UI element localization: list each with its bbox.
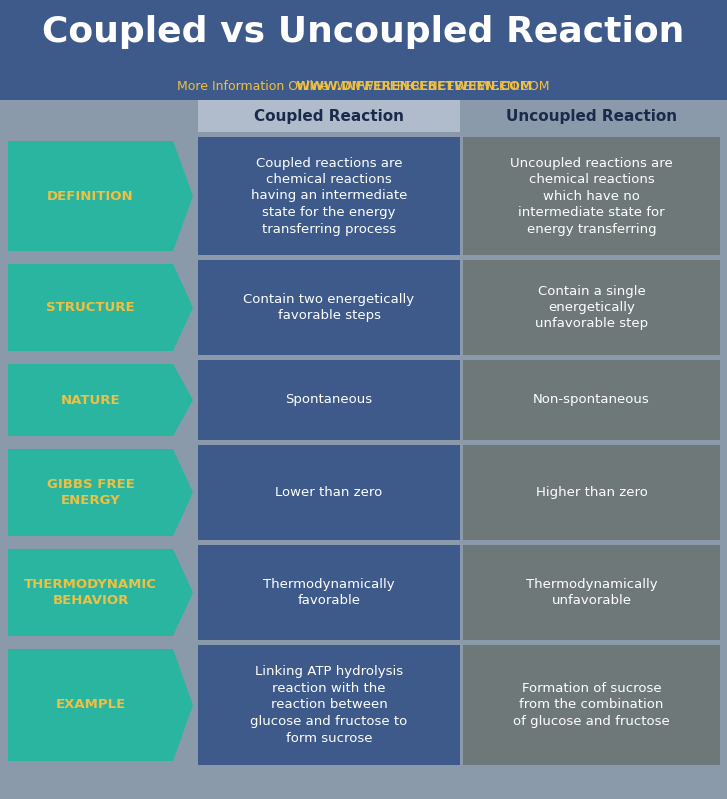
Text: Uncoupled Reaction: Uncoupled Reaction bbox=[506, 109, 677, 124]
Text: THERMODYNAMIC
BEHAVIOR: THERMODYNAMIC BEHAVIOR bbox=[24, 578, 157, 607]
Text: WWW.DIFFERENCEBETWEEN.COM: WWW.DIFFERENCEBETWEEN.COM bbox=[201, 79, 533, 93]
Text: Uncoupled reactions are
chemical reactions
which have no
intermediate state for
: Uncoupled reactions are chemical reactio… bbox=[510, 157, 673, 236]
Text: Contain a single
energetically
unfavorable step: Contain a single energetically unfavorab… bbox=[535, 284, 648, 331]
Text: Linking ATP hydrolysis
reaction with the
reaction between
glucose and fructose t: Linking ATP hydrolysis reaction with the… bbox=[250, 666, 408, 745]
Polygon shape bbox=[8, 364, 193, 436]
FancyBboxPatch shape bbox=[463, 545, 720, 640]
Text: Thermodynamically
favorable: Thermodynamically favorable bbox=[263, 578, 395, 607]
Text: GIBBS FREE
ENERGY: GIBBS FREE ENERGY bbox=[47, 478, 134, 507]
Text: Formation of sucrose
from the combination
of glucose and fructose: Formation of sucrose from the combinatio… bbox=[513, 682, 670, 728]
Text: EXAMPLE: EXAMPLE bbox=[55, 698, 126, 711]
Text: STRUCTURE: STRUCTURE bbox=[47, 301, 134, 314]
FancyBboxPatch shape bbox=[463, 100, 720, 132]
Text: NATURE: NATURE bbox=[60, 393, 120, 407]
Text: Coupled Reaction: Coupled Reaction bbox=[254, 109, 404, 124]
FancyBboxPatch shape bbox=[463, 645, 720, 765]
Text: Coupled vs Uncoupled Reaction: Coupled vs Uncoupled Reaction bbox=[42, 15, 685, 50]
FancyBboxPatch shape bbox=[198, 445, 460, 540]
Text: Coupled reactions are
chemical reactions
having an intermediate
state for the en: Coupled reactions are chemical reactions… bbox=[251, 157, 407, 236]
FancyBboxPatch shape bbox=[198, 137, 460, 255]
FancyBboxPatch shape bbox=[0, 0, 727, 72]
Polygon shape bbox=[8, 649, 193, 761]
FancyBboxPatch shape bbox=[198, 100, 460, 132]
Text: DEFINITION: DEFINITION bbox=[47, 189, 134, 202]
FancyBboxPatch shape bbox=[463, 260, 720, 355]
Polygon shape bbox=[8, 449, 193, 536]
Polygon shape bbox=[8, 141, 193, 251]
FancyBboxPatch shape bbox=[463, 445, 720, 540]
Text: Contain two energetically
favorable steps: Contain two energetically favorable step… bbox=[244, 292, 414, 322]
Text: Non-spontaneous: Non-spontaneous bbox=[533, 393, 650, 407]
FancyBboxPatch shape bbox=[198, 545, 460, 640]
Polygon shape bbox=[8, 549, 193, 636]
Text: More Information Online  WWW.DIFFERENCEBETWEEN.COM: More Information Online WWW.DIFFERENCEBE… bbox=[177, 79, 550, 93]
FancyBboxPatch shape bbox=[198, 360, 460, 440]
FancyBboxPatch shape bbox=[463, 360, 720, 440]
FancyBboxPatch shape bbox=[463, 137, 720, 255]
FancyBboxPatch shape bbox=[0, 72, 727, 100]
Text: Spontaneous: Spontaneous bbox=[286, 393, 372, 407]
Text: Thermodynamically
unfavorable: Thermodynamically unfavorable bbox=[526, 578, 657, 607]
FancyBboxPatch shape bbox=[198, 260, 460, 355]
Polygon shape bbox=[8, 264, 193, 351]
Text: Higher than zero: Higher than zero bbox=[536, 486, 648, 499]
Text: Lower than zero: Lower than zero bbox=[276, 486, 382, 499]
FancyBboxPatch shape bbox=[198, 645, 460, 765]
